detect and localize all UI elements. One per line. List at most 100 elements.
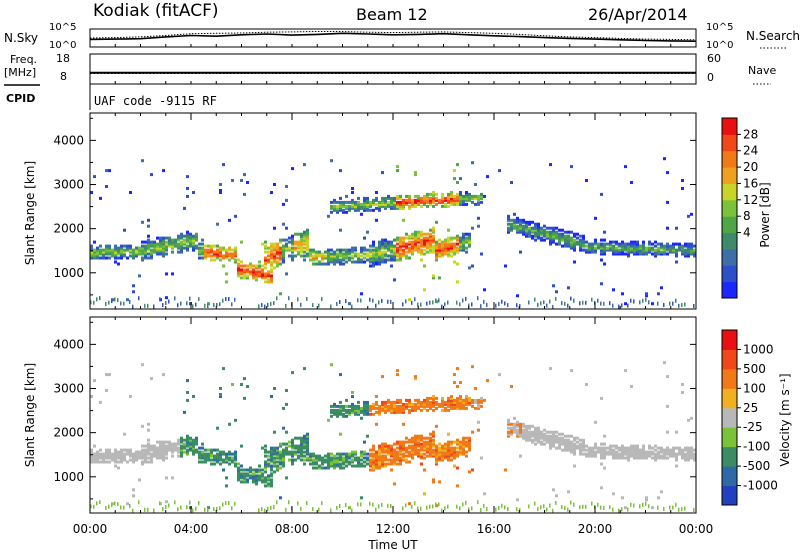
- power-cell: [384, 198, 387, 202]
- power-cell: [570, 165, 573, 169]
- power-cell: [534, 232, 537, 236]
- power-cell: [183, 240, 186, 244]
- velocity-cell: [366, 456, 369, 460]
- power-cell: [441, 204, 444, 208]
- velocity-cell: [609, 505, 611, 510]
- velocity-cell: [393, 410, 396, 414]
- power-cell: [159, 246, 162, 250]
- velocity-cell: [414, 406, 417, 410]
- power-cell: [96, 246, 99, 250]
- power-cell: [147, 242, 150, 246]
- velocity-cell: [597, 450, 600, 454]
- power-cell: [390, 242, 393, 246]
- velocity-cell: [162, 444, 165, 448]
- power-cell: [687, 244, 690, 248]
- velocity-cell: [114, 456, 117, 460]
- velocity-cell: [141, 456, 144, 460]
- power-cell: [270, 246, 273, 250]
- velocity-cell: [459, 506, 461, 511]
- power-cell: [153, 244, 156, 248]
- power-cell: [261, 276, 264, 280]
- velocity-cell: [570, 442, 573, 446]
- power-cell: [642, 246, 645, 250]
- velocity-cell: [414, 375, 417, 379]
- power-cell: [345, 194, 348, 198]
- velocity-cell: [456, 400, 459, 404]
- power-cell: [339, 258, 342, 262]
- power-cell: [552, 228, 555, 232]
- velocity-cell: [159, 456, 162, 460]
- power-cell: [282, 254, 285, 258]
- velocity-cell: [459, 440, 462, 444]
- velocity-cell: [435, 448, 438, 452]
- velocity-cell: [192, 446, 195, 450]
- velocity-cell: [342, 466, 345, 470]
- power-cell: [162, 240, 165, 244]
- power-cell: [222, 256, 225, 260]
- power-cell: [117, 246, 120, 250]
- velocity-cell: [630, 452, 633, 456]
- velocity-cell: [405, 448, 408, 452]
- power-cell: [654, 248, 657, 252]
- power-cell: [243, 268, 246, 272]
- velocity-cell: [561, 436, 564, 440]
- velocity-cell: [435, 444, 438, 448]
- power-cell: [624, 165, 627, 169]
- power-cell: [654, 244, 657, 248]
- velocity-cell: [621, 496, 624, 500]
- velocity-cell: [156, 440, 159, 444]
- power-cell: [165, 248, 168, 252]
- power-cell: [261, 242, 264, 246]
- velocity-cell: [429, 446, 432, 450]
- power-cell: [609, 244, 612, 248]
- power-cell: [567, 242, 570, 246]
- velocity-cell: [426, 444, 429, 448]
- velocity-cell: [309, 458, 312, 462]
- velocity-cell: [462, 400, 465, 404]
- power-cell: [510, 222, 513, 226]
- power-cell: [462, 196, 465, 200]
- power-cell: [144, 246, 147, 250]
- power-cell: [336, 260, 339, 264]
- power-cell: [426, 242, 429, 246]
- velocity-cell: [381, 400, 384, 404]
- velocity-cell: [180, 446, 183, 450]
- velocity-cell: [579, 446, 582, 450]
- velocity-cell: [462, 406, 465, 410]
- velocity-cell: [378, 504, 380, 509]
- velocity-cell: [459, 400, 462, 404]
- power-cell: [438, 250, 441, 254]
- velocity-cell: [657, 450, 660, 454]
- power-cell: [414, 248, 417, 252]
- power-cell: [528, 232, 531, 236]
- power-cell: [432, 300, 434, 305]
- power-cell: [663, 250, 666, 254]
- velocity-cbar-label: Velocity [m s⁻¹]: [778, 373, 792, 466]
- velocity-cell: [234, 450, 237, 454]
- power-cell: [411, 234, 414, 238]
- velocity-cell: [93, 504, 95, 509]
- power-cell: [270, 301, 272, 306]
- power-cell: [231, 248, 234, 252]
- power-cell: [234, 252, 237, 256]
- power-cell: [411, 244, 414, 248]
- power-cell: [432, 194, 435, 198]
- velocity-cell: [207, 448, 210, 452]
- velocity-cell: [327, 466, 330, 470]
- velocity-cell: [336, 505, 338, 510]
- power-cell: [354, 202, 357, 206]
- power-cell: [135, 254, 138, 258]
- power-cell: [615, 240, 618, 244]
- velocity-cell: [225, 476, 228, 480]
- velocity-cell: [675, 454, 678, 458]
- power-cell: [507, 222, 510, 226]
- velocity-cell: [378, 410, 381, 414]
- power-cell: [582, 242, 585, 246]
- power-cell: [648, 248, 651, 252]
- velocity-cell: [441, 450, 444, 454]
- power-cell: [282, 260, 285, 264]
- power-cell: [270, 278, 273, 282]
- velocity-cell: [357, 456, 360, 460]
- velocity-cell: [270, 464, 273, 468]
- power-cell: [456, 300, 458, 305]
